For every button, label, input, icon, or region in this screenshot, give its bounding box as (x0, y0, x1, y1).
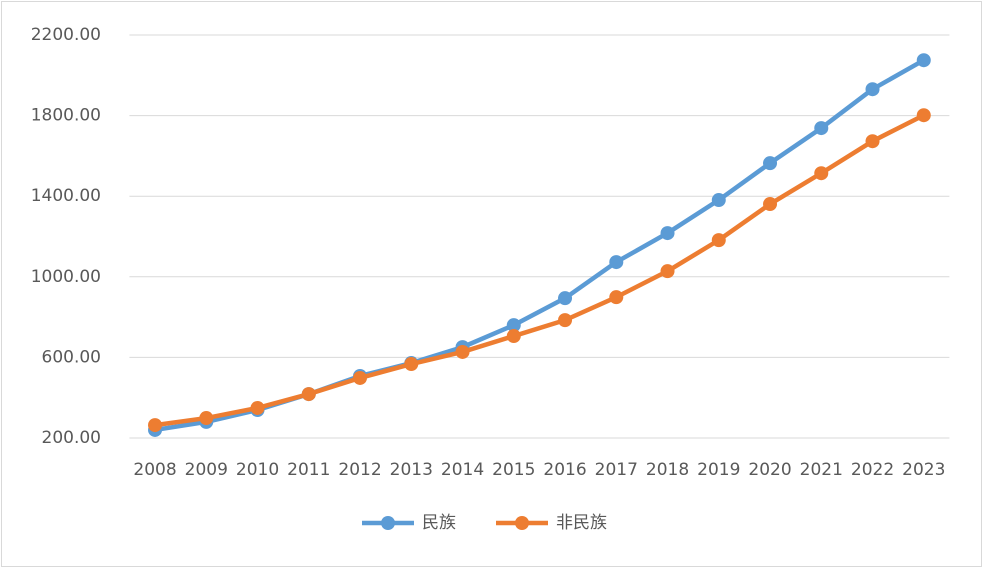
y-tick-label: 1000.00 (31, 267, 101, 287)
data-point (609, 290, 624, 305)
data-point (199, 411, 214, 426)
data-point (301, 387, 316, 402)
data-point (404, 357, 419, 372)
x-tick-label: 2019 (697, 460, 740, 480)
x-tick-label: 2018 (646, 460, 689, 480)
chart-border (1, 1, 982, 567)
data-point (814, 121, 829, 136)
data-point (763, 156, 778, 171)
x-tick-label: 2016 (543, 460, 586, 480)
x-tick-label: 2008 (133, 460, 176, 480)
series-line (154, 113, 925, 428)
y-tick-label: 2200.00 (31, 25, 101, 45)
x-tick-label: 2015 (492, 460, 535, 480)
x-tick-label: 2009 (185, 460, 228, 480)
x-tick-label: 2011 (287, 460, 330, 480)
data-point (865, 82, 880, 97)
data-point (558, 313, 573, 328)
data-point (148, 418, 163, 433)
data-point (916, 53, 931, 68)
data-point (814, 166, 829, 181)
y-tick-label: 200.00 (42, 428, 101, 448)
data-point (660, 226, 675, 241)
x-tick-label: 2014 (441, 460, 484, 480)
y-tick-label: 1800.00 (31, 106, 101, 126)
data-point (660, 264, 675, 279)
x-tick-label: 2013 (390, 460, 433, 480)
data-point (506, 318, 521, 333)
data-point (916, 108, 931, 123)
data-point (353, 370, 368, 385)
data-point (763, 197, 778, 212)
legend-marker (515, 516, 529, 530)
x-tick-label: 2023 (902, 460, 945, 480)
data-point (506, 329, 521, 344)
x-tick-label: 2017 (595, 460, 638, 480)
data-point (711, 233, 726, 248)
data-point (250, 400, 265, 415)
data-point (865, 134, 880, 149)
legend-marker (381, 516, 395, 530)
x-tick-label: 2010 (236, 460, 279, 480)
legend-label: 非民族 (556, 513, 607, 533)
data-point (455, 344, 470, 359)
data-point (711, 193, 726, 208)
legend-label: 民族 (422, 513, 456, 533)
x-tick-label: 2020 (748, 460, 791, 480)
data-point (609, 255, 624, 270)
data-point (558, 291, 573, 306)
x-tick-label: 2012 (338, 460, 381, 480)
y-tick-label: 1400.00 (31, 186, 101, 206)
x-tick-label: 2022 (851, 460, 894, 480)
y-tick-label: 600.00 (42, 347, 101, 367)
x-tick-label: 2021 (800, 460, 843, 480)
